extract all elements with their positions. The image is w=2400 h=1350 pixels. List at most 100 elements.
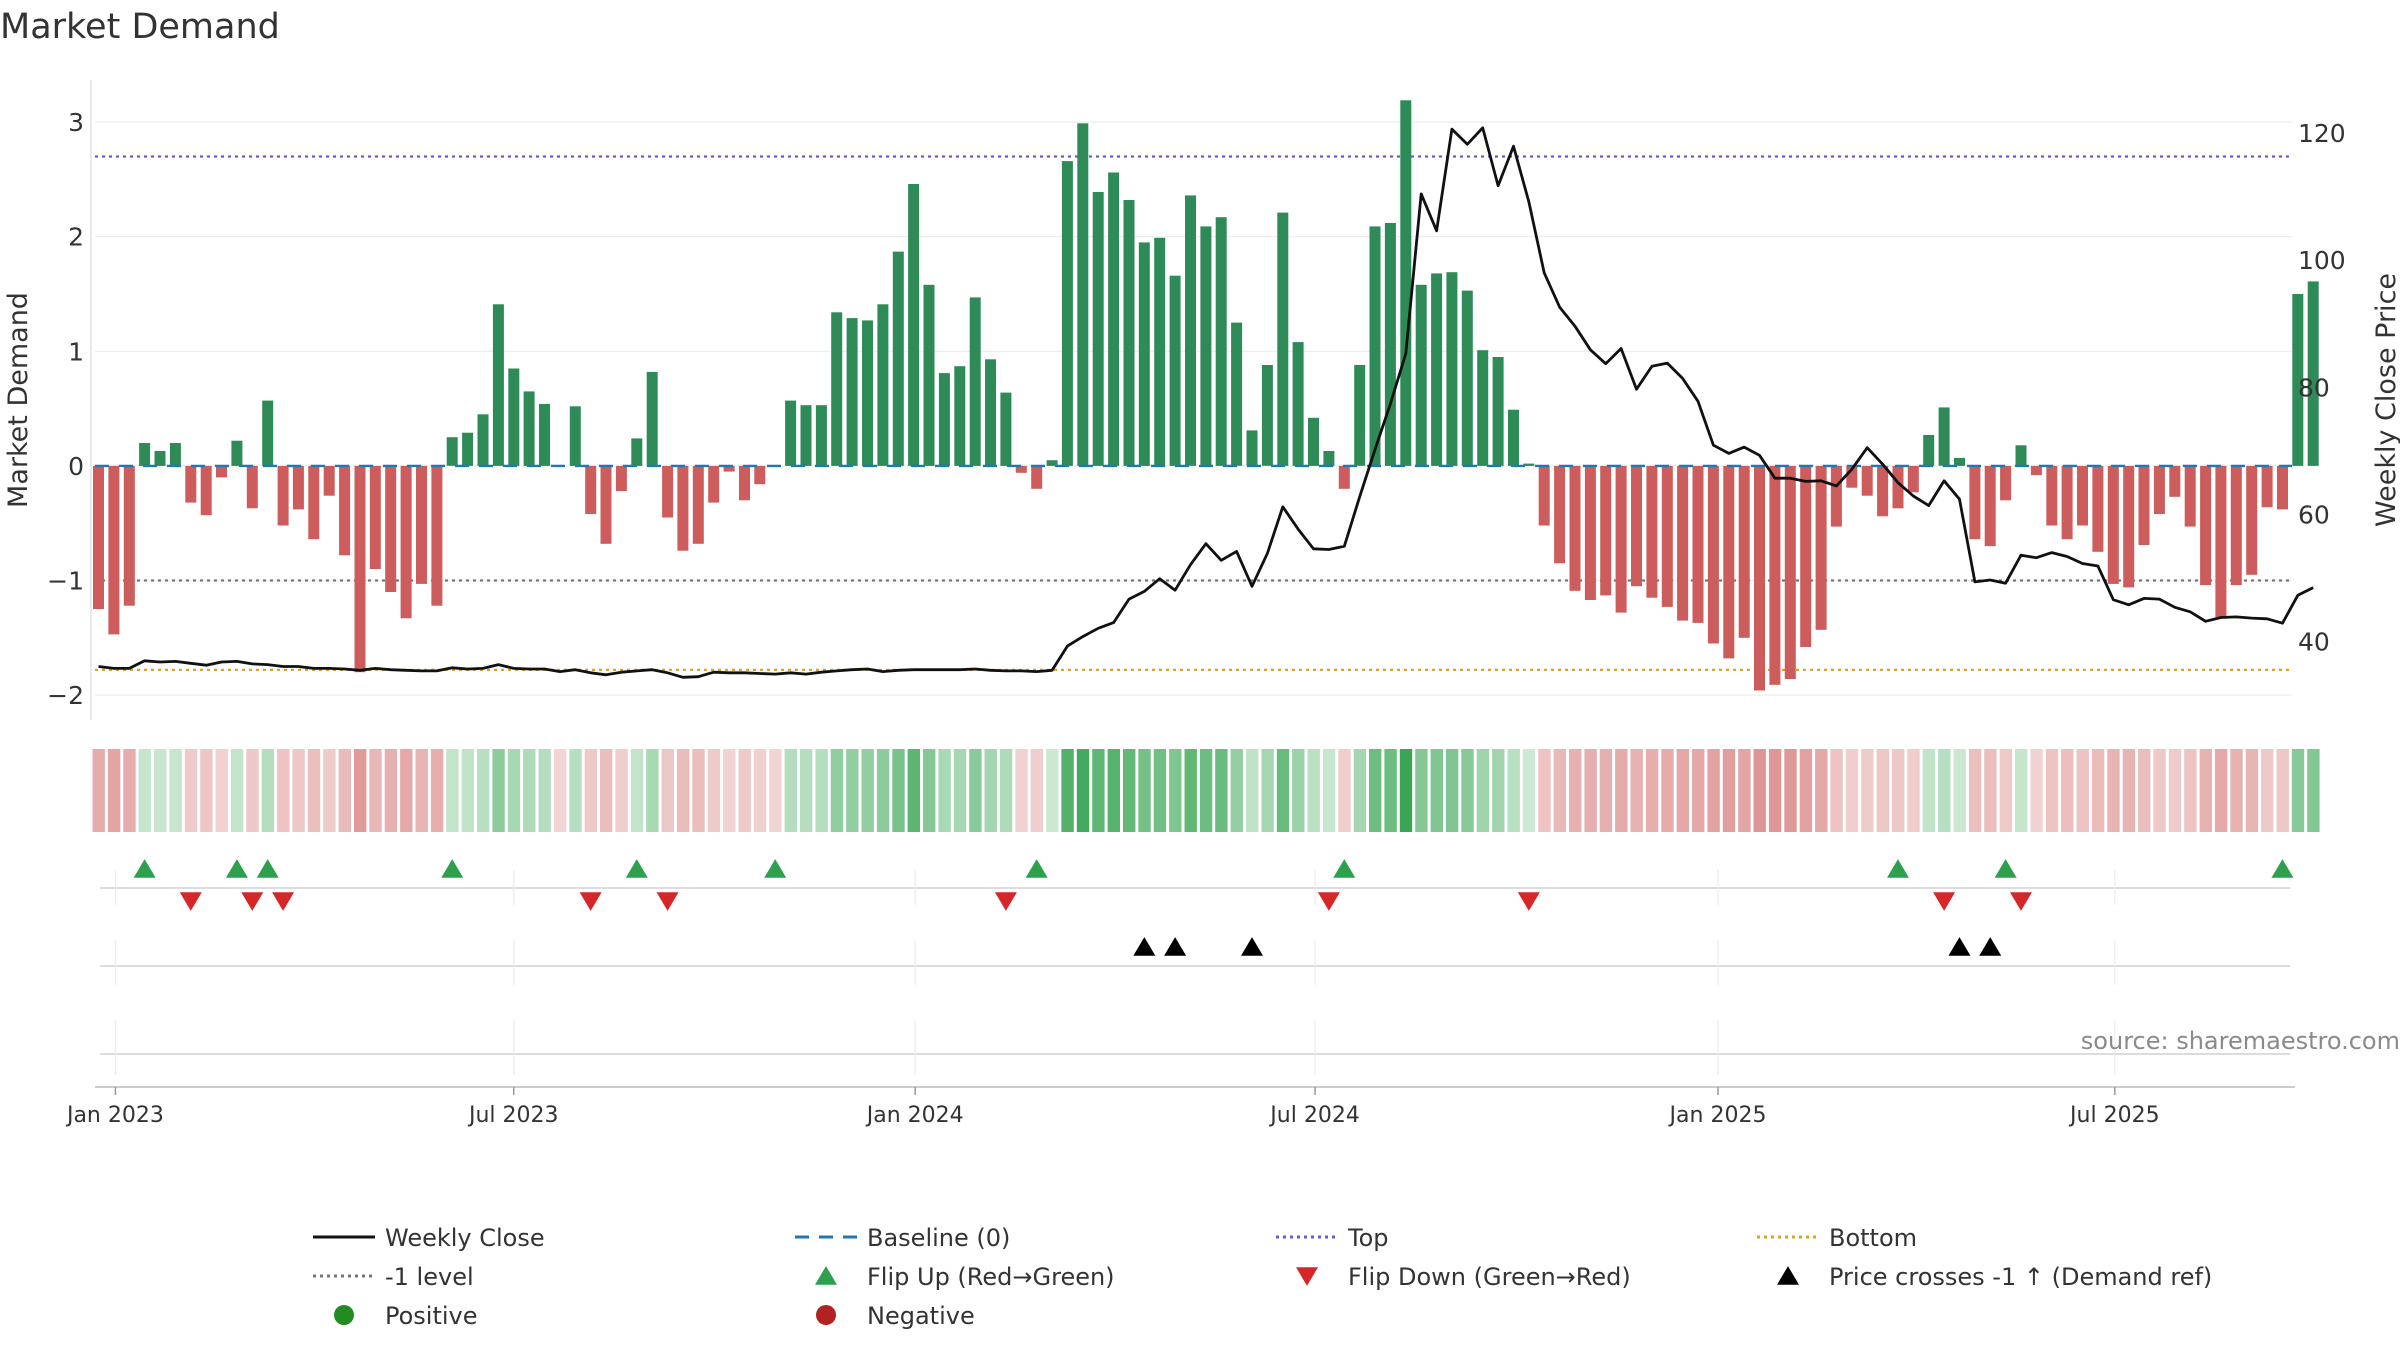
demand-bar: [1261, 365, 1273, 466]
demand-bar: [923, 284, 935, 466]
demand-bar: [877, 304, 889, 466]
y-tick-label: −2: [47, 681, 84, 710]
strip-cell: [138, 749, 151, 832]
strip-cell: [1861, 749, 1874, 832]
legend-item: Bottom: [1757, 1224, 1917, 1252]
legend-label: -1 level: [385, 1263, 474, 1291]
demand-bar: [831, 312, 843, 466]
demand-bar: [646, 371, 658, 466]
strip-cell: [92, 749, 105, 832]
flip-up-marker: [764, 859, 787, 878]
demand-bar: [1323, 451, 1335, 466]
strip-cell: [2276, 749, 2289, 832]
strip-cell: [1246, 749, 1259, 832]
strip-cell: [2061, 749, 2074, 832]
y-tick-label: 0: [68, 452, 84, 481]
strip-cell: [769, 749, 782, 832]
strip-cell: [1092, 749, 1105, 832]
strip-cell: [1799, 749, 1813, 832]
demand-bar: [1677, 465, 1689, 621]
legend: Weekly Close Baseline (0) Top Bottom -1 leve…: [313, 1224, 2212, 1330]
demand-bar: [2046, 465, 2058, 526]
strip-cell: [1445, 749, 1459, 832]
demand-bar: [1907, 465, 1919, 493]
strip-cell: [1384, 749, 1397, 832]
demand-bar: [969, 297, 981, 466]
strip-cell: [1292, 749, 1305, 832]
strip-cell: [1399, 749, 1413, 832]
demand-bar: [1123, 200, 1135, 466]
demand-bar: [600, 465, 612, 544]
demand-bar: [277, 465, 289, 526]
demand-bar: [323, 465, 335, 496]
legend-swatch: [816, 1305, 836, 1325]
demand-bar: [1554, 465, 1566, 564]
demand-bar: [1061, 161, 1073, 466]
demand-bar: [615, 465, 627, 492]
demand-bar: [523, 391, 535, 466]
strip-cell: [169, 749, 182, 832]
demand-bar: [1846, 465, 1858, 488]
flip-down-marker: [2010, 892, 2032, 911]
demand-bar: [846, 318, 858, 466]
left-axis-ticks: 3 2 1 0 −1 −2: [47, 108, 84, 710]
strip-cell: [415, 749, 428, 832]
demand-bar: [1400, 100, 1412, 466]
demand-bar: [2077, 465, 2088, 526]
demand-bar: [292, 465, 304, 510]
demand-bar: [1338, 465, 1350, 489]
strip-cell: [1692, 749, 1705, 832]
strip-cell: [1507, 749, 1520, 832]
demand-bar: [446, 437, 458, 466]
demand-bar: [431, 465, 443, 606]
y2-tick-label: 80: [2298, 373, 2330, 402]
strip-cell: [1938, 749, 1951, 832]
demand-bar: [1969, 465, 1981, 540]
demand-bar: [508, 368, 520, 466]
strip-cell: [2030, 749, 2043, 832]
demand-bar: [1892, 465, 1904, 509]
demand-bar: [462, 432, 474, 466]
strip-cell: [1968, 749, 1982, 832]
x-tick-label: Jan 2024: [865, 1103, 964, 1128]
strip-cell: [1538, 749, 1551, 832]
strip-cell: [1599, 749, 1613, 832]
x-tick-label: Jan 2023: [65, 1103, 164, 1128]
strip-cell: [384, 749, 398, 832]
demand-bar: [1569, 465, 1581, 591]
demand-bar: [1215, 217, 1227, 466]
strip-cell: [1322, 749, 1336, 832]
demand-bar: [2061, 465, 2073, 540]
strip-cell: [1307, 749, 1320, 832]
demand-bar: [1692, 465, 1704, 623]
demand-bar: [1938, 407, 1950, 466]
strip-cell: [338, 749, 351, 832]
y-tick-label: 1: [68, 337, 84, 366]
demand-bar: [585, 465, 597, 514]
strip-cell: [1138, 749, 1151, 832]
strip-cell: [1722, 749, 1736, 832]
demand-bar: [154, 451, 166, 466]
strip-cell: [2045, 749, 2059, 832]
strip-cell: [2107, 749, 2120, 832]
demand-bar: [815, 405, 827, 466]
strip-cell: [1645, 749, 1659, 832]
demand-bar: [1308, 417, 1319, 466]
strip-cell: [861, 749, 874, 832]
demand-heat-strip: [92, 749, 2320, 832]
demand-bar: [1723, 465, 1735, 659]
strip-cell: [907, 749, 920, 832]
demand-bar: [108, 465, 120, 635]
demand-bar: [139, 443, 151, 466]
legend-label: Bottom: [1829, 1224, 1917, 1252]
demand-bar: [1185, 195, 1196, 466]
y2-tick-label: 100: [2298, 246, 2346, 275]
demand-bar: [1508, 409, 1519, 466]
strip-cell: [1522, 749, 1536, 832]
demand-bar: [1415, 284, 1427, 466]
demand-bar: [631, 438, 643, 466]
x-tick-label: Jan 2025: [1668, 1103, 1767, 1128]
strip-cell: [2291, 749, 2305, 832]
demand-bar: [2230, 465, 2242, 586]
demand-bar: [400, 465, 412, 619]
